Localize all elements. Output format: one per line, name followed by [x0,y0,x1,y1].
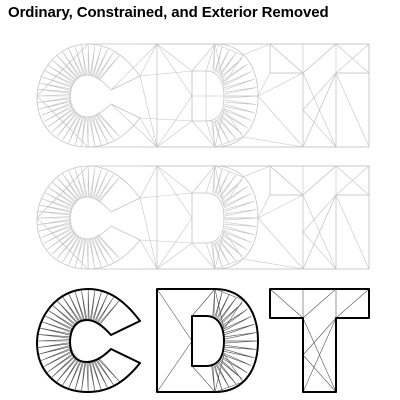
d-fan-edges [211,290,258,392]
d-fan-edges [211,167,258,269]
t-interior-edges [269,165,370,270]
c-fan-edges [36,289,120,393]
figure-title: Ordinary, Constrained, and Exterior Remo… [8,4,329,21]
d-interior-edges [156,165,258,270]
c-fan-edges [36,44,120,148]
t-interior-edges [269,43,370,148]
letter-t-outline [269,165,370,270]
d-fan-edges [211,45,258,147]
panel-exterior-removed [36,288,370,393]
d-interior-edges [156,288,258,393]
letter-d-hole-outline [191,192,225,244]
letter-d-outline [156,165,259,270]
hull-edges [139,165,370,270]
panel-ordinary-triangulation [36,43,370,148]
letter-d-outline [156,288,259,393]
convex-hull [36,43,370,148]
d-interior-edges [156,43,258,148]
letter-t-outline [269,43,370,148]
letter-t-outline [269,288,370,393]
panel-constrained-triangulation [36,165,370,270]
letter-d-hole-outline [191,315,225,367]
letter-d-outline [156,43,259,148]
c-fan-edges [36,166,120,270]
t-interior-edges [269,288,370,393]
hull-edges [139,43,370,148]
convex-hull [36,165,370,270]
